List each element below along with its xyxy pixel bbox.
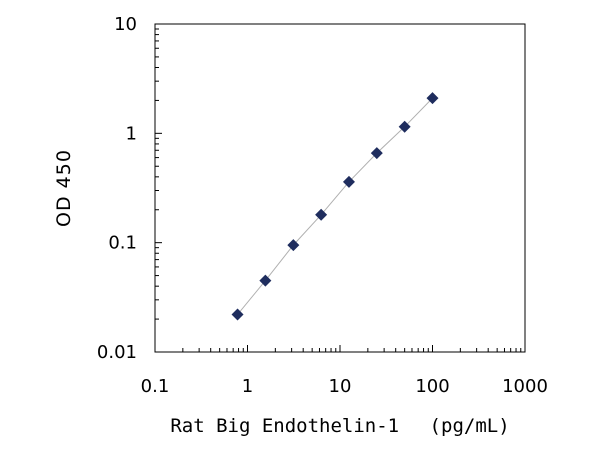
x-tick-label: 100 [415,376,449,397]
y-tick-label: 10 [114,14,137,35]
y-tick-label: 1 [126,123,137,144]
x-tick-label: 1000 [502,376,548,397]
data-point [426,92,439,105]
y-tick-label: 0.1 [108,233,137,254]
data-point [370,147,383,160]
trend-line [237,97,433,315]
data-points [231,92,439,321]
plot-area [154,23,526,353]
x-axis-title: Rat Big Endothelin-1 (pg/mL) [170,415,509,437]
x-tick-labels: 0.1 1 10 100 1000 [141,376,548,397]
y-minor-ticks [155,28,162,353]
y-tick-labels: 0.01 0.1 1 10 [97,14,137,363]
x-minor-ticks [154,345,522,352]
data-point [398,120,411,133]
x-tick-label: 10 [329,376,352,397]
x-tick-label: 1 [242,376,253,397]
y-axis-title: OD 450 [53,149,75,227]
data-point [259,274,272,287]
y-tick-label: 0.01 [97,342,137,363]
data-point [342,175,355,188]
data-point [231,308,244,321]
data-point [287,239,300,252]
data-point [315,208,328,221]
x-tick-label: 0.1 [141,376,170,397]
